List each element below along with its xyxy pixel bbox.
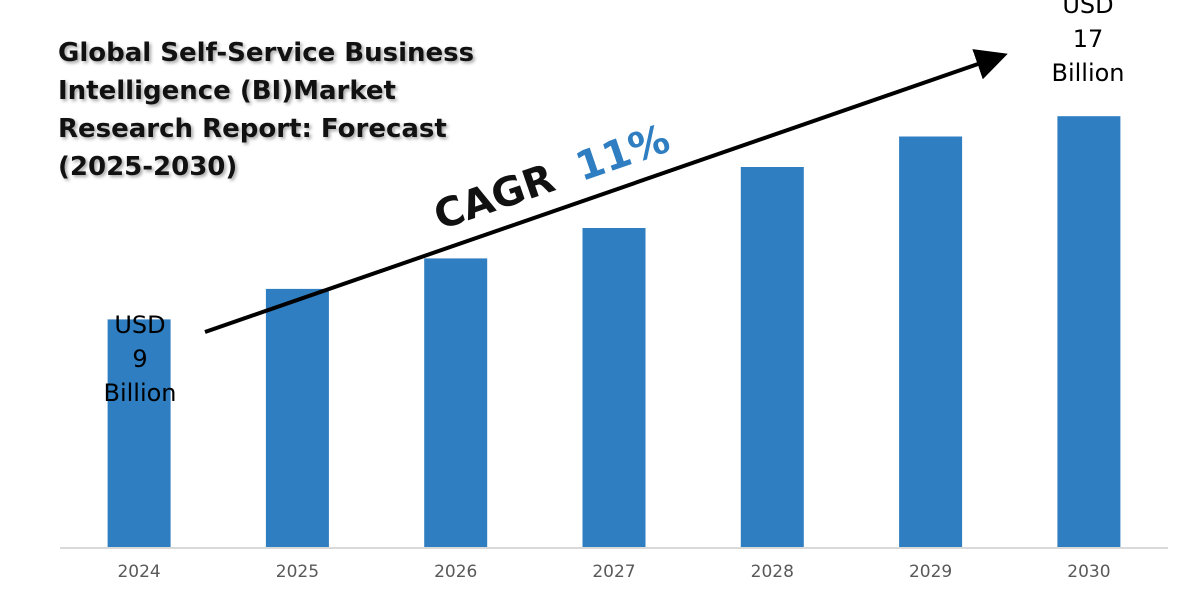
chart-title-line-3: Research Report: Forecast bbox=[58, 114, 447, 144]
x-tick-label-2028: 2028 bbox=[751, 562, 794, 582]
end-value-currency: USD bbox=[1062, 0, 1114, 19]
start-value-currency: USD bbox=[114, 311, 166, 339]
bar-2026 bbox=[424, 258, 488, 548]
bar-2025 bbox=[265, 288, 329, 548]
end-value-number: 17 bbox=[1072, 25, 1104, 53]
start-value-annotation: USD 9 Billion bbox=[78, 308, 202, 410]
chart-title-line-4: (2025-2030) bbox=[58, 152, 238, 182]
bar-2029 bbox=[899, 136, 963, 548]
end-value-unit: Billion bbox=[1051, 59, 1125, 87]
chart-title-line-2: Intelligence (BI)Market bbox=[58, 76, 396, 106]
bars-layer bbox=[107, 116, 1121, 548]
start-value-number: 9 bbox=[132, 345, 148, 373]
start-value-unit: Billion bbox=[103, 379, 177, 407]
cagr-trend-arrow bbox=[204, 49, 1008, 334]
x-tick-label-2025: 2025 bbox=[276, 562, 319, 582]
x-tick-label-2030: 2030 bbox=[1067, 562, 1110, 582]
bar-2027 bbox=[582, 228, 646, 548]
chart-title-line-1: Global Self-Service Business bbox=[58, 38, 475, 68]
x-tick-labels: 2024 2025 2026 2027 2028 2029 2030 bbox=[117, 562, 1110, 582]
x-tick-label-2024: 2024 bbox=[117, 562, 160, 582]
bar-2030 bbox=[1057, 116, 1121, 548]
x-tick-label-2029: 2029 bbox=[909, 562, 952, 582]
x-tick-label-2026: 2026 bbox=[434, 562, 477, 582]
bar-2024 bbox=[107, 319, 171, 548]
bar-2028 bbox=[740, 167, 804, 548]
x-tick-label-2027: 2027 bbox=[592, 562, 635, 582]
chart-title: Global Self-Service Business Intelligenc… bbox=[58, 34, 488, 186]
end-value-annotation: USD 17 Billion bbox=[1026, 0, 1150, 90]
cagr-value: 11% bbox=[570, 116, 676, 191]
